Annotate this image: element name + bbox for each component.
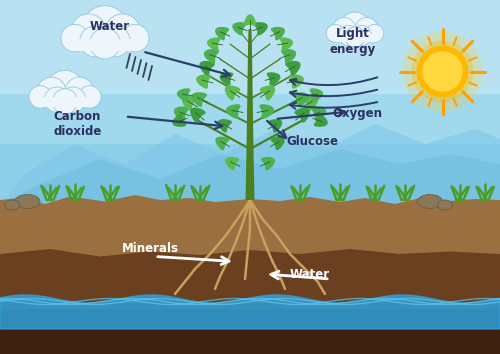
- Polygon shape: [295, 108, 309, 122]
- Circle shape: [52, 89, 78, 114]
- Text: Light
energy: Light energy: [330, 28, 376, 56]
- Polygon shape: [204, 50, 218, 63]
- Polygon shape: [208, 38, 220, 50]
- Polygon shape: [286, 62, 300, 75]
- Circle shape: [78, 86, 101, 108]
- Circle shape: [65, 77, 94, 106]
- Bar: [0, 0, 500, 144]
- Polygon shape: [233, 23, 245, 35]
- Circle shape: [416, 46, 469, 97]
- Polygon shape: [173, 114, 186, 126]
- Polygon shape: [246, 29, 254, 200]
- Circle shape: [402, 31, 483, 112]
- Polygon shape: [290, 75, 303, 88]
- Polygon shape: [226, 86, 239, 100]
- Bar: [37, 97, 93, 107]
- Polygon shape: [254, 23, 267, 35]
- Text: Carbon
dioxide: Carbon dioxide: [54, 110, 102, 138]
- Circle shape: [340, 12, 370, 42]
- Text: Oxygen: Oxygen: [332, 107, 382, 120]
- Circle shape: [46, 70, 84, 108]
- Polygon shape: [192, 93, 206, 106]
- Polygon shape: [0, 249, 500, 354]
- Polygon shape: [200, 62, 214, 75]
- Text: Water: Water: [290, 268, 330, 281]
- Polygon shape: [174, 107, 188, 120]
- Circle shape: [422, 51, 463, 92]
- Circle shape: [326, 24, 344, 42]
- Polygon shape: [216, 28, 228, 40]
- Polygon shape: [304, 97, 318, 110]
- Circle shape: [61, 24, 88, 52]
- Polygon shape: [260, 86, 274, 100]
- Text: Water: Water: [90, 20, 130, 33]
- Circle shape: [82, 6, 128, 52]
- Bar: [0, 309, 500, 354]
- Circle shape: [345, 27, 365, 47]
- Polygon shape: [280, 38, 292, 50]
- Polygon shape: [244, 15, 256, 25]
- Circle shape: [352, 25, 372, 46]
- Polygon shape: [294, 93, 308, 106]
- Circle shape: [122, 24, 149, 52]
- Polygon shape: [218, 120, 232, 132]
- Polygon shape: [262, 158, 274, 170]
- Ellipse shape: [418, 194, 442, 209]
- Circle shape: [412, 40, 474, 103]
- Polygon shape: [0, 149, 500, 204]
- Polygon shape: [271, 137, 284, 149]
- Polygon shape: [0, 124, 500, 204]
- Circle shape: [366, 24, 384, 42]
- Polygon shape: [260, 105, 274, 118]
- Circle shape: [355, 17, 378, 40]
- Circle shape: [37, 77, 66, 106]
- Polygon shape: [182, 97, 196, 110]
- Circle shape: [105, 14, 140, 49]
- Polygon shape: [226, 158, 238, 170]
- Polygon shape: [226, 105, 240, 118]
- Circle shape: [338, 25, 358, 46]
- Polygon shape: [0, 195, 500, 354]
- Polygon shape: [282, 50, 296, 63]
- Polygon shape: [220, 73, 232, 85]
- Circle shape: [29, 86, 52, 108]
- Ellipse shape: [5, 200, 20, 210]
- Circle shape: [71, 14, 106, 49]
- Polygon shape: [272, 28, 284, 40]
- Bar: [0, 0, 500, 204]
- Polygon shape: [312, 107, 326, 120]
- Circle shape: [60, 87, 86, 112]
- Polygon shape: [310, 89, 322, 101]
- Polygon shape: [197, 75, 210, 88]
- Polygon shape: [216, 137, 229, 149]
- Polygon shape: [268, 120, 281, 132]
- Polygon shape: [178, 89, 190, 101]
- Circle shape: [90, 28, 120, 59]
- Bar: [71, 39, 139, 51]
- Ellipse shape: [438, 200, 452, 210]
- Ellipse shape: [15, 194, 40, 209]
- Text: Glucose: Glucose: [286, 135, 339, 148]
- Text: Minerals: Minerals: [122, 242, 178, 256]
- Polygon shape: [268, 73, 280, 85]
- Circle shape: [100, 26, 130, 57]
- Circle shape: [44, 87, 70, 112]
- Circle shape: [80, 26, 110, 57]
- Bar: [332, 34, 378, 42]
- Bar: [0, 0, 500, 94]
- Circle shape: [332, 17, 355, 40]
- Polygon shape: [314, 114, 327, 126]
- Polygon shape: [191, 108, 205, 122]
